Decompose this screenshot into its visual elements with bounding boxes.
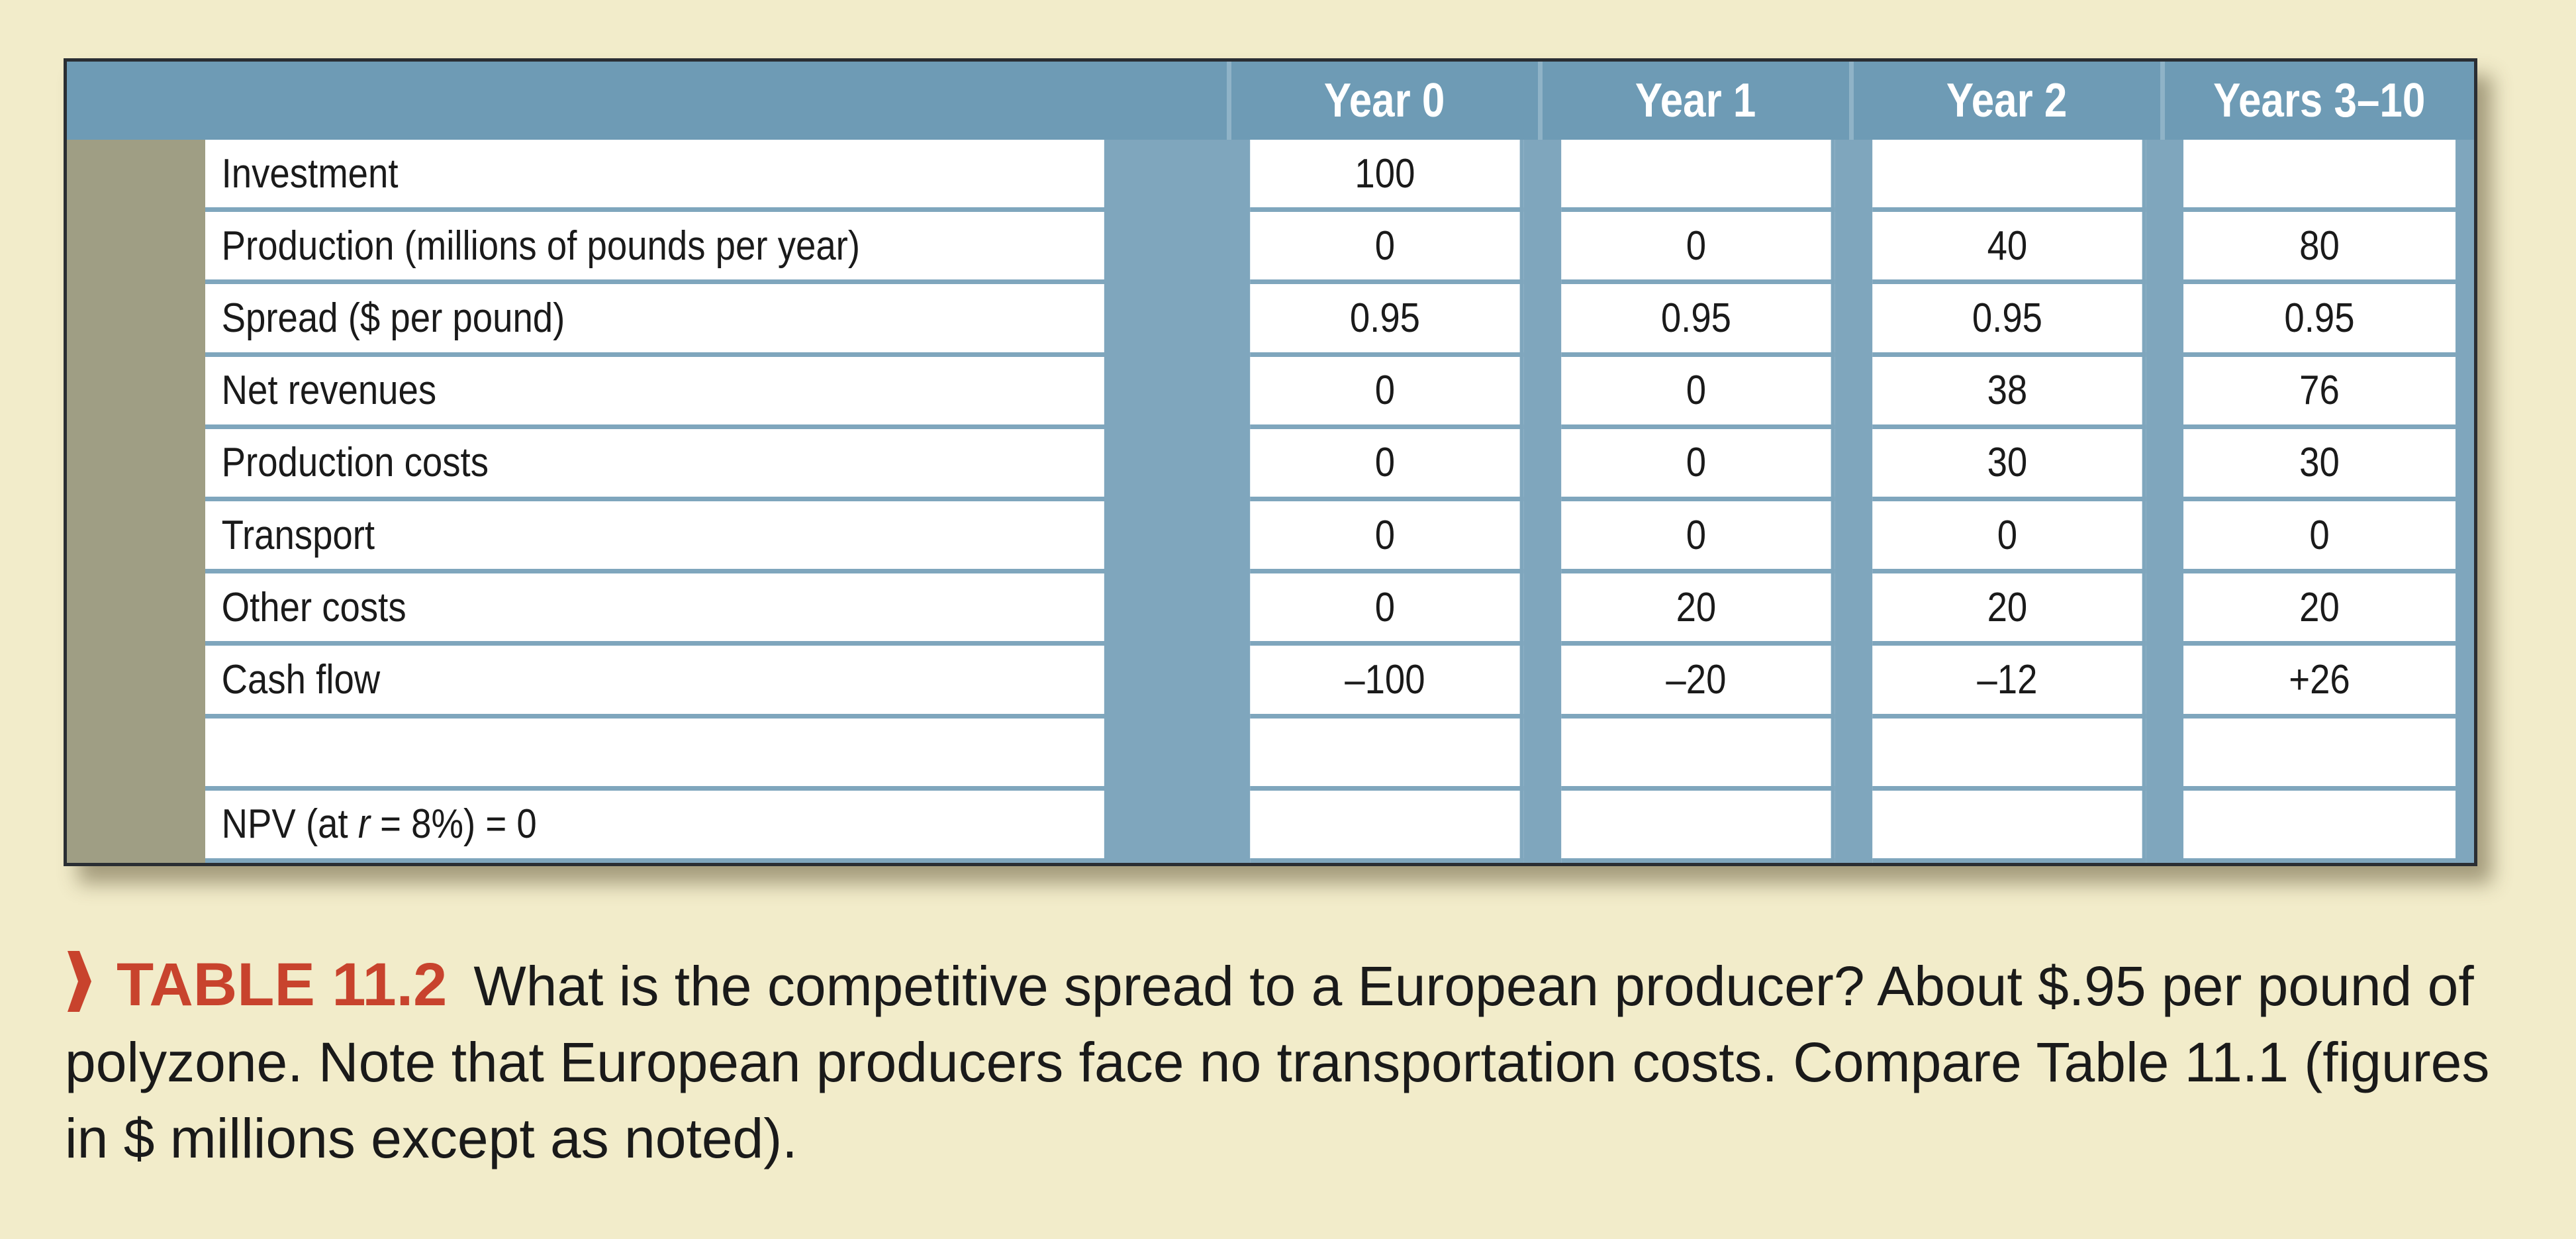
table-cell: –20 — [1561, 646, 1835, 719]
table-cell: 0 — [1250, 501, 1524, 574]
column-header-year-0: Year 0 — [1231, 62, 1543, 140]
table-cell: 20 — [1872, 573, 2146, 646]
table-cell: –100 — [1250, 646, 1524, 719]
row-label-part: = 8%) = 0 — [369, 801, 537, 848]
row-label: Investment — [205, 140, 1108, 213]
caption-label: TABLE 11.2 — [117, 951, 448, 1018]
table-cell: –12 — [1872, 646, 2146, 719]
table-cell — [1250, 718, 1524, 791]
data-table: Year 0 Year 1 Year 2 Years 3–10 Investme… — [64, 58, 2477, 866]
table-cell: +26 — [2183, 646, 2456, 719]
column-header-year-1: Year 1 — [1543, 62, 1854, 140]
table-cell: 0 — [1250, 573, 1524, 646]
table-cell: 30 — [1872, 428, 2146, 501]
table-cell: 100 — [1250, 140, 1524, 213]
row-label: Production (millions of pounds per year) — [205, 212, 1108, 285]
table-cell — [1561, 140, 1835, 213]
table-cell: 0.95 — [1872, 284, 2146, 357]
table-cell: 0 — [1250, 212, 1524, 285]
table-cell: 0 — [1872, 501, 2146, 574]
table-cell: 40 — [1872, 212, 2146, 285]
table-cell — [1872, 718, 2146, 791]
table-cell: 0.95 — [1250, 284, 1524, 357]
table-cell: 0.95 — [1561, 284, 1835, 357]
table-cell: 20 — [1561, 573, 1835, 646]
table-cell: 0 — [1561, 501, 1835, 574]
row-label: NPV (at r = 8%) = 0 — [205, 790, 1108, 863]
row-label: Net revenues — [205, 356, 1108, 429]
table-cell: 0 — [2183, 501, 2456, 574]
table-cell: 0 — [1561, 356, 1835, 429]
table-header-row: Year 0 Year 1 Year 2 Years 3–10 — [205, 62, 2474, 140]
table-cell: 0 — [1561, 428, 1835, 501]
row-label: Other costs — [205, 573, 1108, 646]
table-cell — [2183, 140, 2456, 213]
row-label — [205, 718, 1108, 791]
row-label: Spread ($ per pound) — [205, 284, 1108, 357]
row-label: Production costs — [205, 428, 1108, 501]
column-header-year-2: Year 2 — [1854, 62, 2165, 140]
table-body: Investment 100 Production (millions of pou… — [205, 140, 2474, 863]
table-cell — [1872, 140, 2146, 213]
table-cell: 20 — [2183, 573, 2456, 646]
table-cell: 38 — [1872, 356, 2146, 429]
table-caption: TABLE 11.2 What is the competitive spread… — [65, 947, 2528, 1177]
row-label: Cash flow — [205, 646, 1108, 719]
caption-text: What is the competitive spread to a Euro… — [65, 955, 2490, 1169]
column-header-label — [205, 62, 1231, 140]
table-header-band — [67, 62, 2474, 140]
chevron-right-icon — [68, 951, 91, 1012]
column-header-years-3-10: Years 3–10 — [2213, 74, 2426, 127]
table-cell: 0 — [1561, 212, 1835, 285]
table-cell: 0 — [1250, 356, 1524, 429]
table-cell — [1872, 790, 2146, 863]
row-label: Transport — [205, 501, 1108, 574]
table-cell: 76 — [2183, 356, 2456, 429]
row-label-part: r — [358, 801, 370, 848]
table-cell — [2183, 718, 2456, 791]
table-cell — [1250, 790, 1524, 863]
table-cell — [2183, 790, 2456, 863]
row-label-part: NPV (at — [221, 801, 358, 848]
table-cell — [1561, 718, 1835, 791]
table-cell: 0.95 — [2183, 284, 2456, 357]
table-cell: 30 — [2183, 428, 2456, 501]
table-cell: 80 — [2183, 212, 2456, 285]
table-cell — [1561, 790, 1835, 863]
table-cell: 0 — [1250, 428, 1524, 501]
